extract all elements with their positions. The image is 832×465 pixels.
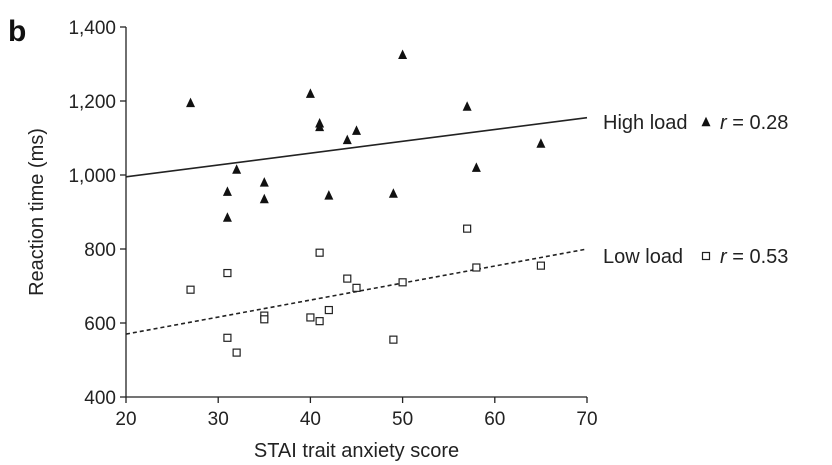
- low-load-point: [463, 224, 472, 233]
- high-load-legend-marker: [701, 116, 711, 127]
- high-load-point: [222, 186, 232, 196]
- axes: 400 600 800 1,000 1,200 1,400 20 30 40 50 60 70: [68, 18, 597, 430]
- high-load-point: [462, 101, 472, 111]
- low-load-legend-marker: [701, 251, 711, 261]
- low-load-legend-label: Low load: [603, 246, 683, 268]
- high-load-point: [186, 97, 196, 108]
- y-axis-title: Reaction time (ms): [26, 128, 48, 296]
- high-load-point: [259, 177, 269, 187]
- y-tick-label: 400: [84, 388, 116, 409]
- legend: High load r = 0.28 Low load r = 0.53: [603, 112, 788, 268]
- panel-label: b: [8, 15, 26, 48]
- y-tick-label: 1,200: [68, 92, 116, 113]
- x-tick-label: 60: [484, 409, 505, 430]
- low-load-point: [472, 263, 481, 272]
- x-tick-label: 70: [576, 409, 597, 430]
- x-tick-label: 40: [300, 409, 321, 430]
- low-load-point: [306, 313, 315, 322]
- low-load-point: [186, 285, 195, 294]
- low-load-correlation-label: r = 0.53: [720, 246, 788, 268]
- low-load-point: [232, 348, 241, 357]
- low-load-point: [223, 333, 232, 342]
- high-load-correlation-label: r = 0.28: [720, 112, 788, 134]
- high-load-point: [342, 134, 352, 145]
- y-tick-label: 1,000: [68, 166, 116, 187]
- low-load-point: [223, 268, 232, 278]
- low-load-point: [389, 335, 398, 344]
- low-load-point: [315, 317, 324, 326]
- y-tick-label: 600: [84, 314, 116, 335]
- low-load-point: [343, 274, 352, 283]
- high-load-point: [352, 125, 361, 135]
- data-points: [186, 49, 546, 357]
- low-load-point: [536, 261, 546, 270]
- high-load-point: [536, 138, 546, 148]
- high-load-point: [388, 188, 398, 198]
- high-load-point: [315, 121, 325, 132]
- high-load-point: [222, 212, 232, 222]
- low-load-point: [398, 278, 407, 287]
- high-load-legend-label: High load: [603, 112, 688, 134]
- y-tick-label: 800: [84, 240, 116, 261]
- y-tick-label: 1,400: [68, 18, 116, 39]
- x-axis-title: STAI trait anxiety score: [254, 440, 459, 462]
- high-load-point: [232, 164, 242, 174]
- x-tick-label: 30: [208, 409, 229, 430]
- high-load-point: [471, 162, 481, 172]
- high-load-point: [398, 49, 408, 59]
- x-tick-label: 20: [115, 409, 136, 430]
- high-load-fit-line: [125, 116, 588, 178]
- low-load-point: [260, 315, 269, 324]
- low-load-point: [324, 305, 333, 315]
- x-tick-label: 50: [392, 409, 413, 430]
- high-load-point: [259, 193, 269, 204]
- low-load-point: [315, 248, 324, 257]
- fit-lines: [125, 116, 588, 335]
- high-load-point: [305, 88, 315, 98]
- high-load-point: [324, 190, 334, 200]
- low-load-point: [352, 283, 361, 292]
